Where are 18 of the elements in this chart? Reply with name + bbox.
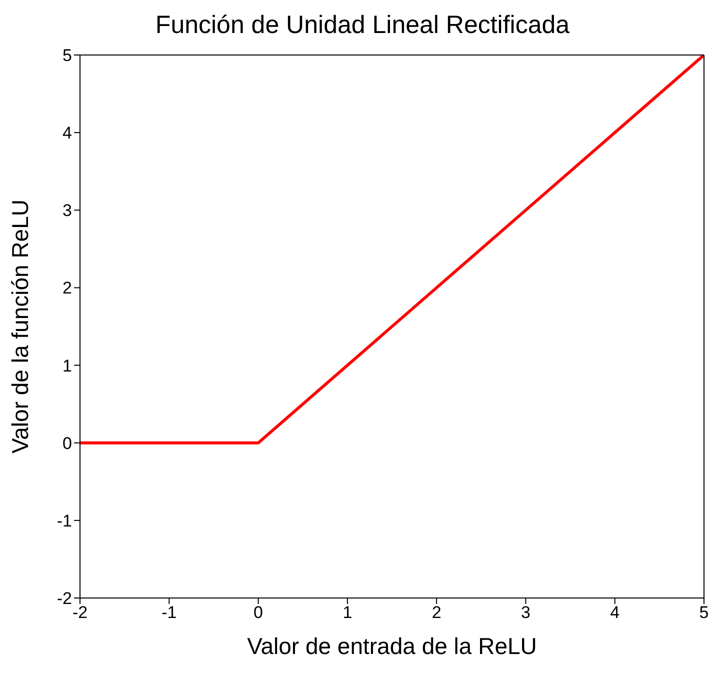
x-tick-label: 3 [520, 603, 530, 622]
y-tick-label: 1 [62, 356, 72, 376]
y-tick-label: 3 [62, 201, 72, 220]
x-tick-label: -1 [162, 603, 177, 622]
x-axis-title: Valor de entrada de la ReLU [247, 633, 537, 659]
y-tick-label: 4 [62, 124, 72, 143]
x-tick-label: 2 [432, 603, 442, 622]
y-tick-label: 0 [62, 434, 72, 453]
x-tick-label: 5 [699, 603, 709, 622]
y-tick-label: 5 [62, 46, 72, 66]
x-tick-label: 0 [254, 603, 264, 622]
y-axis-title: Valor de la función ReLU [7, 200, 34, 454]
x-tick-label: 4 [610, 603, 620, 622]
y-tick-label: -1 [56, 511, 72, 530]
x-tick-label: 1 [342, 603, 352, 622]
y-tick-label: -2 [56, 589, 72, 608]
y-tick-label: 2 [62, 278, 72, 298]
chart-title: Función de Unidad Lineal Rectificada [154, 10, 571, 41]
